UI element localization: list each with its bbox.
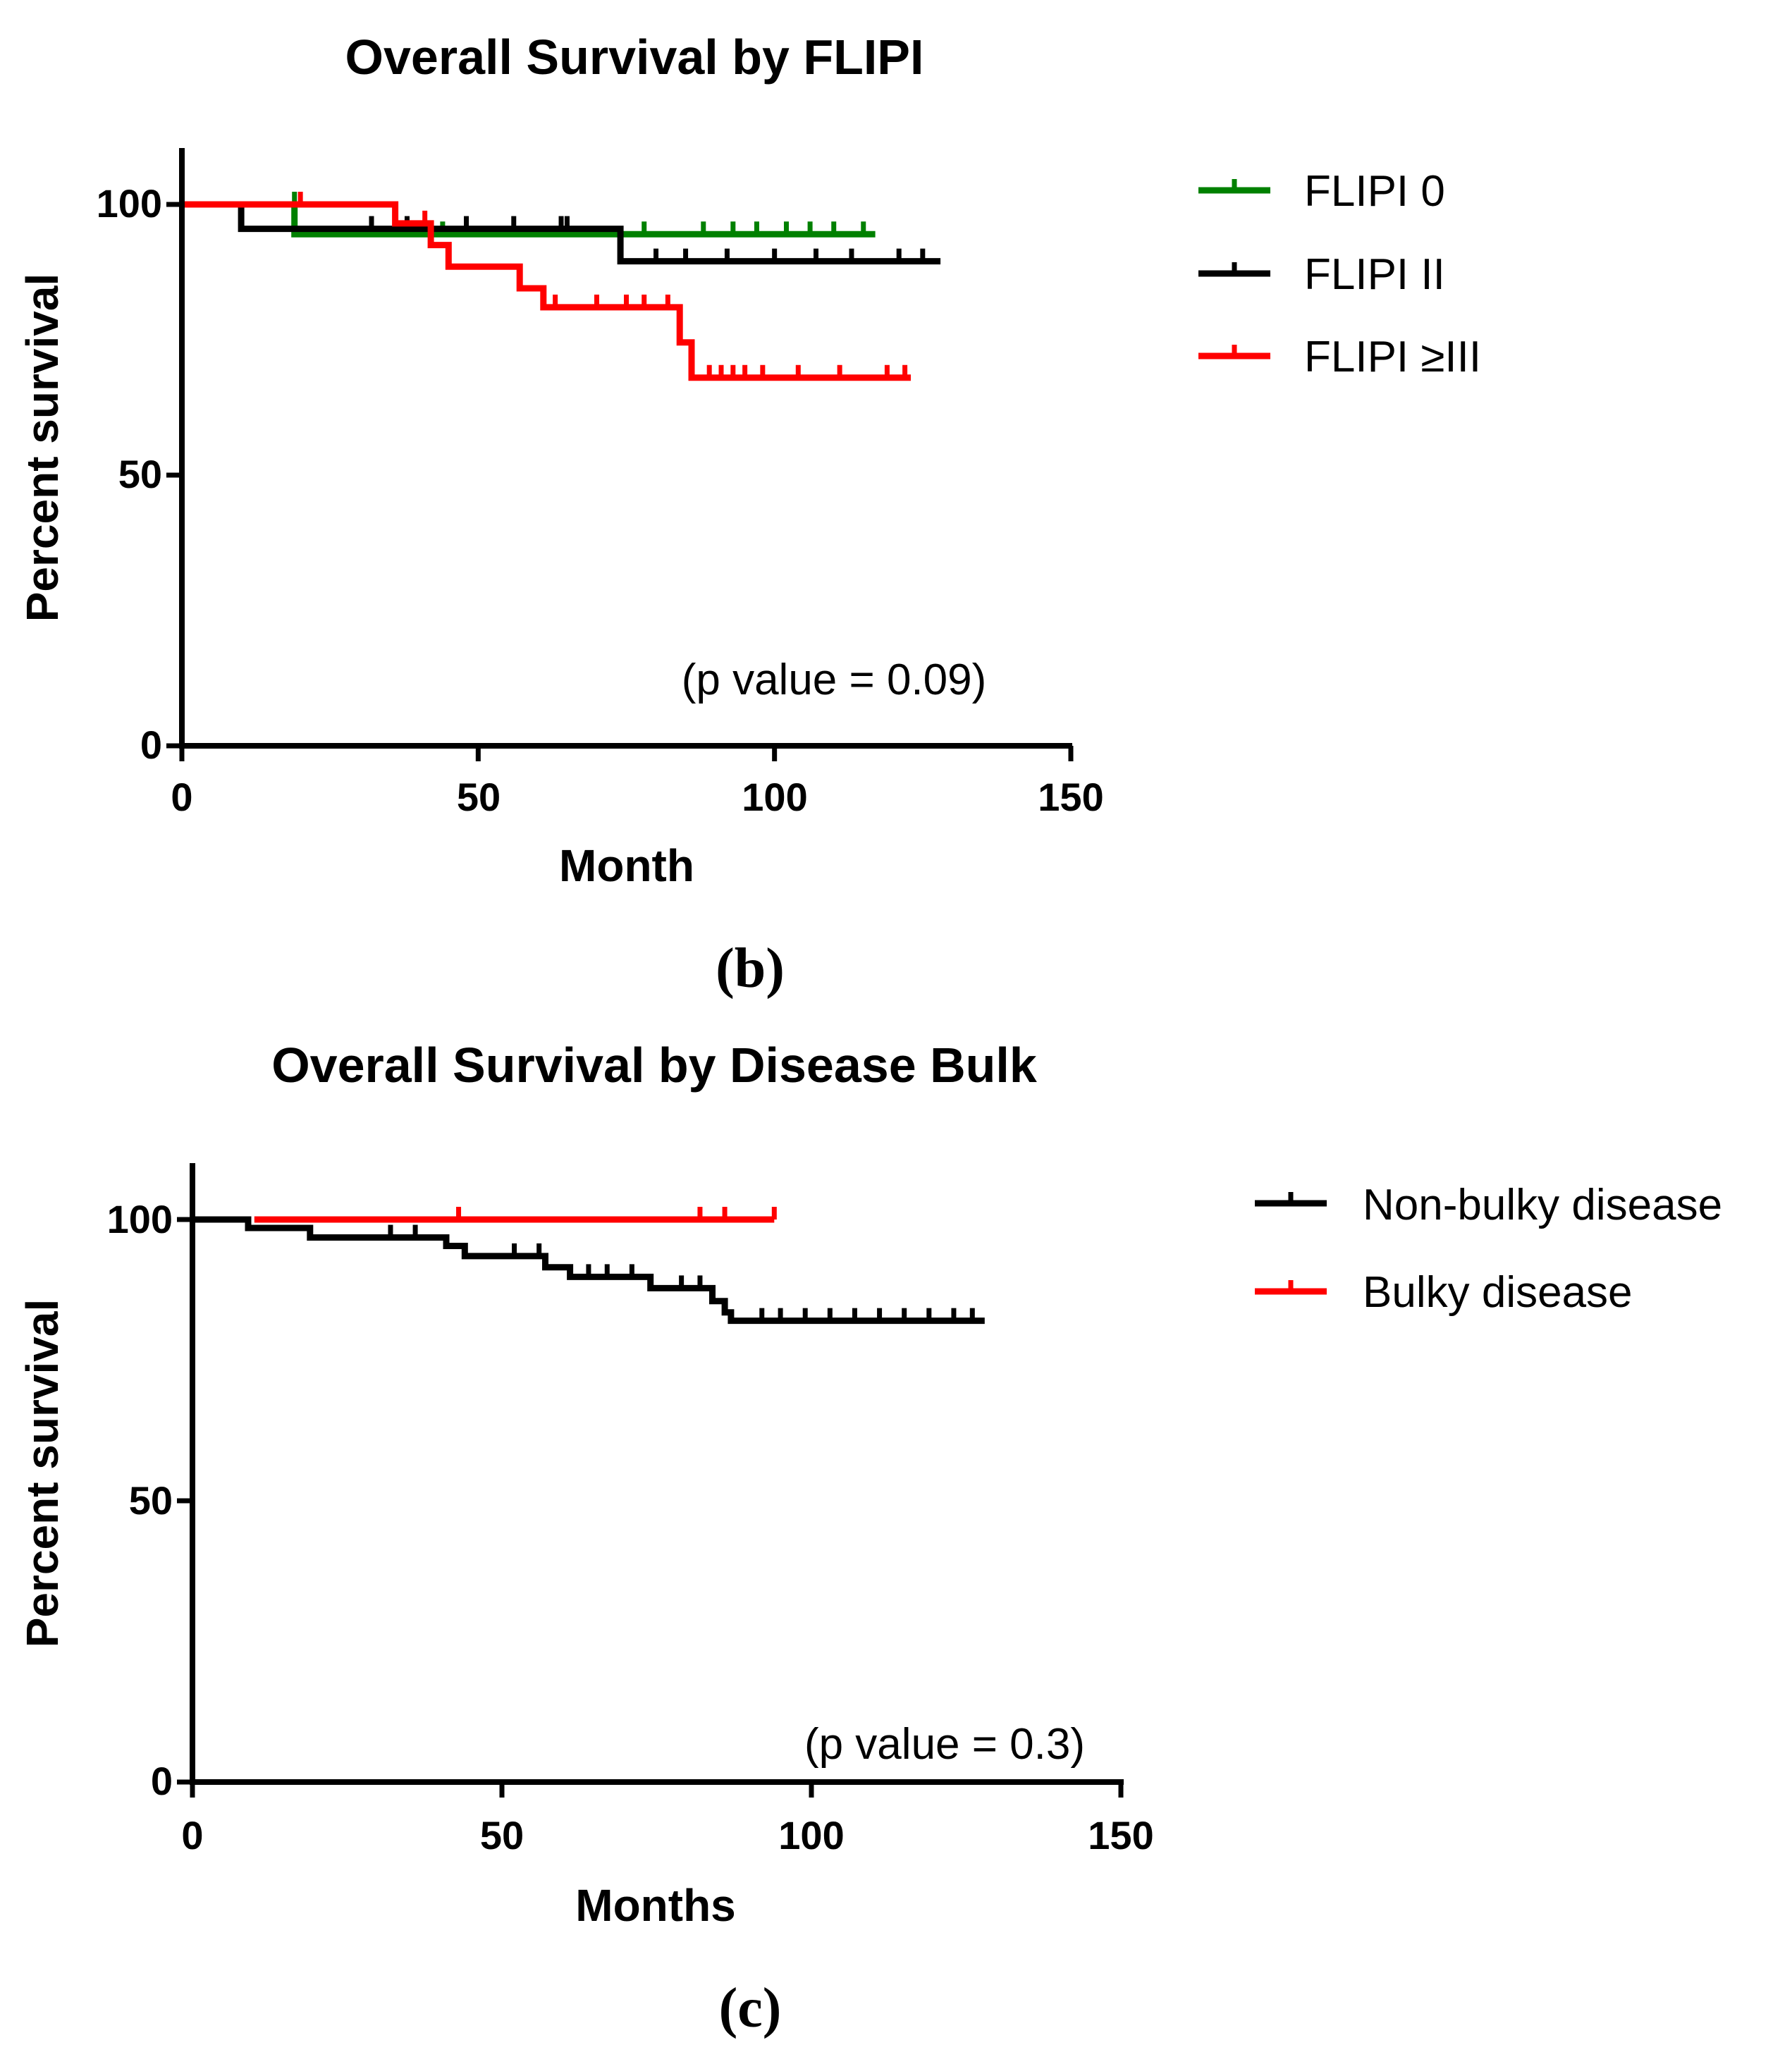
chart-c-ytick-0: 0 (151, 1759, 173, 1803)
chart-b-x-axis-label: Month (559, 840, 694, 891)
legend-item-bulky: Bulky disease (1255, 1268, 1633, 1317)
legend-item-flipi-iii: FLIPI ≥III (1198, 333, 1481, 381)
chart-b-series-layer (182, 192, 941, 381)
chart-c-xtick-50: 50 (480, 1813, 524, 1857)
chart-b-xtick-50: 50 (457, 775, 501, 819)
chart-b: Overall Survival by FLIPI 0 50 100 0 50 … (17, 30, 1481, 1000)
chart-b-ytick-100: 100 (97, 181, 162, 226)
chart-b-legend: FLIPI 0 FLIPI II FLIPI ≥III (1198, 167, 1481, 381)
chart-b-ytick-50: 50 (118, 452, 162, 496)
legend-label-bulky: Bulky disease (1363, 1268, 1633, 1317)
chart-b-p-value: (p value = 0.09) (682, 656, 987, 704)
chart-c-y-axis-label: Percent survival (17, 1299, 68, 1648)
chart-b-y-axis-label: Percent survival (17, 274, 68, 622)
chart-c-xtick-100: 100 (778, 1813, 844, 1857)
chart-c-axes (177, 1163, 1124, 1798)
chart-c-legend: Non-bulky disease Bulky disease (1255, 1181, 1722, 1317)
chart-c-p-value: (p value = 0.3) (804, 1720, 1085, 1769)
chart-c-x-axis-label: Months (575, 1880, 736, 1931)
chart-b-xtick-150: 150 (1038, 775, 1103, 819)
chart-b-series-2-line (182, 201, 911, 381)
chart-b-title: Overall Survival by FLIPI (345, 30, 924, 85)
chart-b-ytick-0: 0 (140, 723, 162, 767)
legend-label-flipi-ii: FLIPI II (1304, 250, 1445, 299)
legend-item-flipi-ii: FLIPI II (1198, 250, 1445, 299)
legend-label-flipi-iii: FLIPI ≥III (1304, 333, 1481, 381)
legend-label-flipi-0: FLIPI 0 (1304, 167, 1445, 216)
chart-b-xtick-0: 0 (171, 775, 192, 819)
legend-item-non-bulky: Non-bulky disease (1255, 1181, 1722, 1229)
panel-label-b: (b) (716, 938, 785, 1000)
legend-item-flipi-0: FLIPI 0 (1198, 167, 1445, 216)
chart-c-series-layer (192, 1207, 985, 1325)
chart-c-series-0-line (192, 1216, 985, 1325)
chart-b-xtick-100: 100 (742, 775, 807, 819)
chart-c-xtick-150: 150 (1088, 1813, 1153, 1857)
chart-c-xtick-0: 0 (181, 1813, 203, 1857)
legend-label-non-bulky: Non-bulky disease (1363, 1181, 1722, 1229)
chart-b-ticks (166, 202, 1074, 761)
panel-label-c: (c) (719, 1977, 782, 2039)
chart-c-ticks (177, 1217, 1124, 1798)
chart-c-title: Overall Survival by Disease Bulk (271, 1038, 1037, 1093)
chart-c: Overall Survival by Disease Bulk 0 50 10… (17, 1038, 1722, 2039)
chart-c-ytick-50: 50 (129, 1478, 173, 1523)
chart-c-ytick-100: 100 (107, 1197, 173, 1241)
chart-b-axes (166, 148, 1074, 761)
